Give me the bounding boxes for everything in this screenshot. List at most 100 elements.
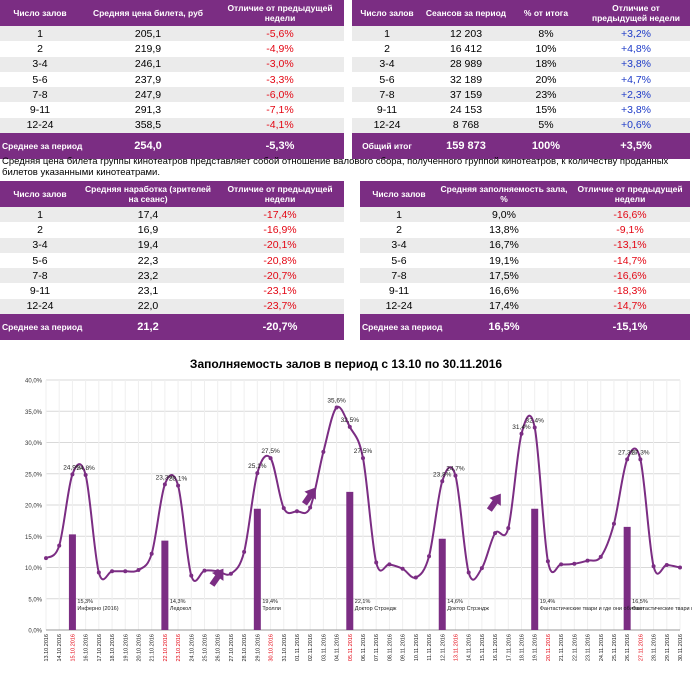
data-point [506,526,511,531]
row-value-cell: -18,3% [613,285,647,298]
x-tick-label: 14.11.2016 [467,634,473,661]
row-value-cell: 5% [510,117,582,134]
y-tick-label: 30,0% [25,441,43,447]
x-tick-label: 13.10.2016 [44,634,50,662]
trend-arrow-icon [209,568,224,587]
row-value-cell: 9,0% [438,207,570,223]
data-point [44,556,48,561]
row-value-cell: -23,7% [216,298,344,315]
header-sessions: Сеансов за период [422,0,510,26]
point-label: 27,3% [618,449,637,456]
row-value-cell: -20,1% [216,237,344,253]
data-point [242,549,247,554]
bar-value-label: 14,6% [447,599,463,605]
row-value-cell: +0,6% [582,117,690,134]
table-body: 1 9,0% -16,6% 2 13,8% -9,1% 3-4 16,7% -13,1% 5-6 1… [360,207,690,341]
point-label: 23,1% [169,476,188,483]
summary-label: Среднее за период [0,314,82,341]
data-point [427,554,432,559]
row-value-cell: 19,1% [489,254,519,267]
table-body: 1 205,1 -5,6% 2 219,9 -4,9% 3-4 246,1 -3,0% 5-6 23… [0,26,344,160]
row-value-cell: 20% [535,73,557,86]
data-point [123,569,128,574]
table-row: 3-4 28 989 18% +3,8% [352,56,690,72]
x-tick-label: 25.11.2016 [612,634,618,661]
row-value-cell: 237,9 [134,73,162,86]
bar [161,540,169,630]
table-row: 3-4 16,7% -13,1% [360,237,690,253]
row-value-cell: 22,3 [137,254,159,267]
data-point [202,568,207,573]
row-halls-cell: 3-4 [0,56,80,72]
row-value-cell: -9,1% [616,223,644,236]
bar [346,491,354,630]
x-tick-label: 07.11.2016 [374,634,380,661]
row-value-cell: -20,8% [263,254,297,267]
data-point [400,566,405,571]
data-point [598,554,603,559]
x-tick-label: 22.10.2016 [163,634,169,662]
x-tick-label: 04.11.2016 [335,634,341,661]
table-row: 5-6 19,1% -14,7% [360,253,690,268]
x-tick-label: 10.11.2016 [414,634,420,661]
sessions-table: Число залов Сеансов за период % от итога… [352,0,690,160]
row-halls-cell: 12-24 [0,117,80,134]
x-tick-label: 15.11.2016 [480,634,486,661]
x-tick-label: 13.11.2016 [453,634,459,661]
header-halls: Число залов [0,0,80,26]
row-value-cell: -7,1% [266,104,294,117]
row-halls-cell: 9-11 [388,285,410,298]
table-row: 12-24 358,5 -4,1% [0,117,344,134]
x-tick-label: 25.10.2016 [203,634,209,662]
row-value-cell: -6,0% [216,87,344,103]
data-point [162,482,167,487]
summary-row: Среднее за период 21,2 -20,7% [0,314,344,341]
data-point [70,472,75,477]
row-value-cell: 37 159 [422,87,510,103]
header-avg-price: Средняя цена билета, руб [80,0,216,26]
table-row: 9-11 24 153 15% +3,8% [352,102,690,117]
row-value-cell: +4,7% [620,73,652,86]
row-value-cell: 358,5 [80,117,216,134]
row-value-cell: -3,3% [266,73,294,86]
row-value-cell: 16,9 [137,223,159,236]
table-row: 2 16,9 -16,9% [0,222,344,237]
row-value-cell: +3,8% [582,56,690,72]
point-label: 24,8% [76,465,95,472]
row-halls-cell: 7-8 [0,87,80,103]
x-tick-label: 08.11.2016 [387,634,393,661]
data-point [387,562,392,567]
table-header: Число залов Сеансов за период % от итога… [352,0,690,26]
table-row: 1 9,0% -16,6% [360,207,690,223]
data-point [268,456,273,461]
row-halls-cell: 5-6 [32,254,48,267]
data-point [149,551,154,556]
data-point [572,561,577,566]
bar [531,508,539,630]
data-point [453,473,458,478]
row-halls-cell: 12-24 [0,298,80,315]
table-row: 12-24 22,0 -23,7% [0,298,344,315]
row-halls-cell: 9-11 [29,104,51,117]
x-tick-label: 30.10.2016 [269,634,275,662]
y-tick-label: 40,0% [25,379,43,385]
trend-arrow-icon [486,493,501,512]
header-halls: Число залов [360,181,438,207]
row-halls-cell: 7-8 [360,268,438,284]
row-value-cell: 22,0 [80,298,216,315]
row-value-cell: 16,6% [489,285,519,298]
x-tick-label: 14.10.2016 [57,634,63,662]
row-value-cell: +3,8% [620,104,652,117]
summary-value: 21,2 [80,314,216,341]
data-point [585,558,590,563]
data-point [281,506,286,511]
row-value-cell: 19,4 [80,237,216,253]
row-value-cell: 246,1 [80,56,216,72]
row-halls-cell: 2 [37,42,43,55]
summary-label: Среднее за период [360,314,442,341]
x-tick-label: 29.10.2016 [255,634,261,662]
bar-value-label: 22,1% [355,599,371,605]
data-point [664,563,669,567]
x-tick-label: 17.11.2016 [506,634,512,661]
x-tick-label: 22.11.2016 [572,634,578,661]
